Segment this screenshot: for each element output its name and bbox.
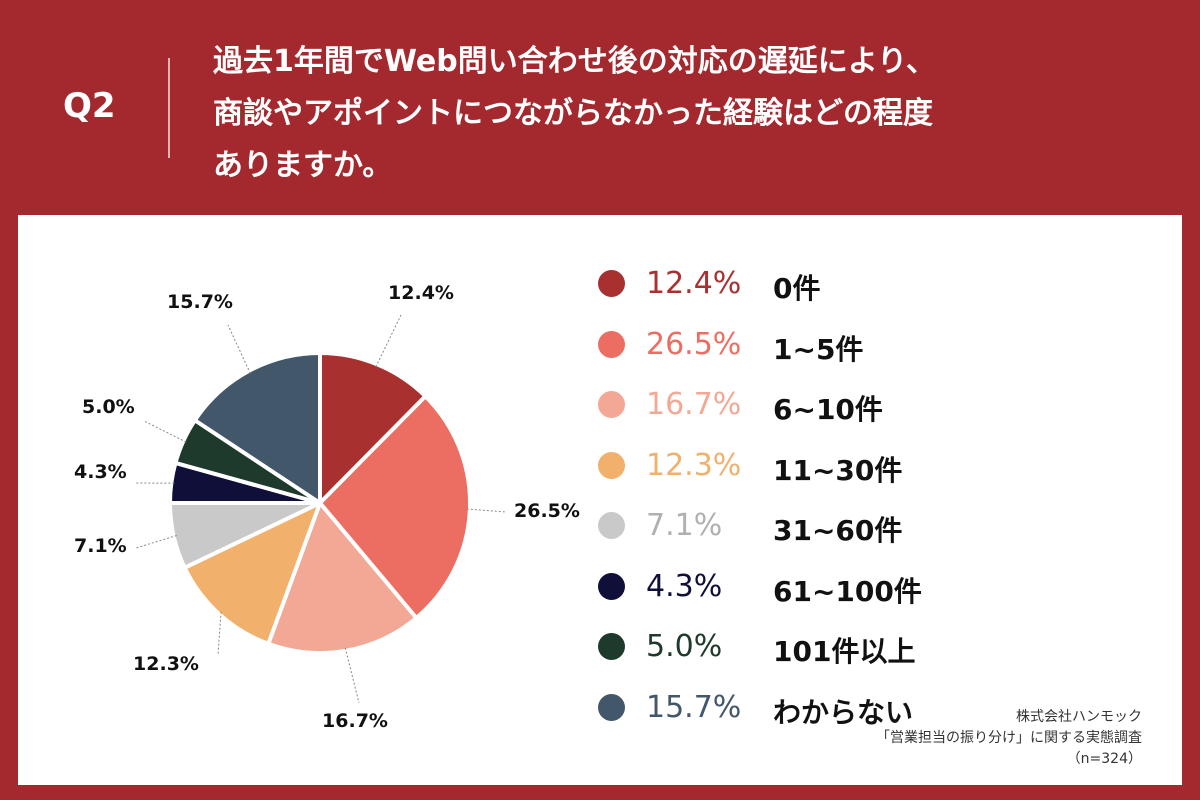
pie-chart: 12.4% 26.5% 16.7% 12.3% 7.1% 4.3% 5.0% 15.7% bbox=[74, 282, 580, 732]
slice-label-2: 26.5% bbox=[514, 500, 580, 522]
legend-swatch bbox=[598, 451, 625, 479]
legend-swatch bbox=[598, 391, 625, 418]
slice-label-3: 16.7% bbox=[322, 710, 388, 732]
source-sample-size: （n=324） bbox=[1066, 751, 1142, 767]
question-number: Q2 bbox=[63, 86, 116, 126]
slice-label-5: 7.1% bbox=[74, 535, 127, 557]
leader-line-3 bbox=[344, 647, 360, 704]
leader-line-4 bbox=[217, 611, 222, 656]
legend-category: 6~10件 bbox=[773, 393, 883, 426]
legend-swatch bbox=[598, 633, 625, 660]
legend-swatch bbox=[598, 512, 625, 539]
legend-swatch bbox=[598, 270, 625, 297]
source-survey-title: 「営業担当の振り分け」に関する実態調査 bbox=[876, 730, 1142, 746]
leader-line-5 bbox=[135, 535, 177, 549]
pie-slice-4 bbox=[182, 501, 322, 646]
slice-label-6: 4.3% bbox=[74, 461, 127, 483]
question-text: 過去1年間でWeb問い合わせ後の対応の遅延により、 商談やアポイントにつながらな… bbox=[213, 44, 936, 183]
slice-label-7: 5.0% bbox=[82, 396, 135, 418]
leader-line-2 bbox=[466, 508, 507, 513]
pie-slice-2 bbox=[318, 394, 472, 620]
legend-category: 101件以上 bbox=[773, 635, 916, 668]
legend-category: 1~5件 bbox=[773, 332, 864, 366]
legend-swatch bbox=[598, 330, 625, 358]
legend: 12.4% 0件 26.5% 1~5件 16.7% 6~10件 12.3% 11~30件 7.1… bbox=[18, 215, 1182, 785]
slice-label-1: 12.4% bbox=[388, 282, 454, 304]
legend-category: 61~100件 bbox=[773, 574, 922, 608]
legend-swatch bbox=[598, 693, 625, 721]
leader-line-8 bbox=[227, 324, 251, 374]
pie-slice-1 bbox=[318, 351, 428, 505]
legend-percent: 12.3% bbox=[646, 447, 742, 483]
source-note: 株式会社ハンモック 「営業担当の振り分け」に関する実態調査 （n=324） bbox=[876, 707, 1142, 770]
legend-percent: 15.7% bbox=[646, 689, 742, 725]
source-company: 株式会社ハンモック bbox=[1016, 709, 1142, 725]
legend-percent: 4.3% bbox=[646, 568, 723, 604]
legend-category: 0件 bbox=[773, 272, 821, 305]
header-divider bbox=[168, 58, 170, 158]
question-header: Q2 過去1年間でWeb問い合わせ後の対応の遅延により、 商談やアポイントにつな… bbox=[0, 0, 1200, 215]
legend-category: 11~30件 bbox=[773, 453, 903, 487]
slice-label-8: 15.7% bbox=[167, 291, 233, 313]
pie-slice-3 bbox=[266, 501, 419, 655]
chart-panel: 12.4% 26.5% 16.7% 12.3% 7.1% 4.3% 5.0% 15.7% 12… bbox=[18, 215, 1182, 785]
leader-line-1 bbox=[375, 314, 402, 368]
legend-percent: 12.4% bbox=[646, 266, 742, 301]
pie-slice-8 bbox=[192, 351, 322, 505]
legend-percent: 5.0% bbox=[646, 629, 723, 664]
legend-percent: 7.1% bbox=[646, 508, 723, 543]
legend-percent: 26.5% bbox=[646, 326, 742, 362]
legend-category: わからない bbox=[773, 695, 914, 729]
legend-swatch bbox=[598, 572, 625, 600]
legend-percent: 16.7% bbox=[646, 387, 742, 422]
slice-label-4: 12.3% bbox=[133, 653, 199, 675]
legend-category: 31~60件 bbox=[773, 514, 903, 547]
